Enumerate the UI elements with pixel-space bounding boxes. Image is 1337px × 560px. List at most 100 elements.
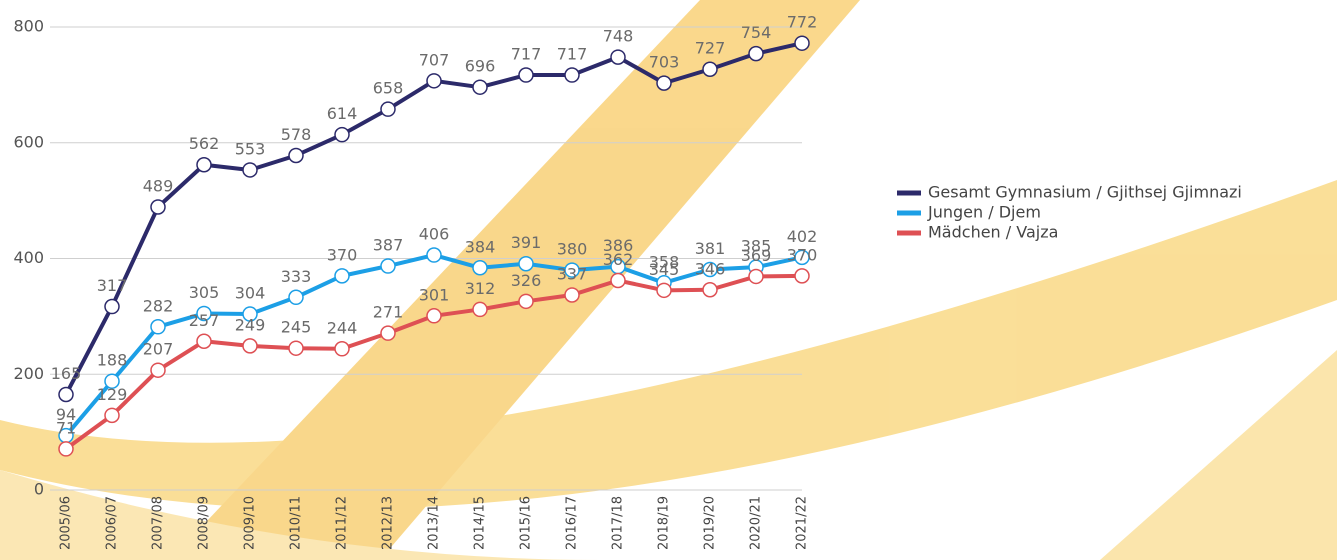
x-tick-label: 2017/18 bbox=[611, 496, 626, 550]
x-tick-label: 2012/13 bbox=[381, 496, 396, 550]
data-label: 370 bbox=[327, 245, 358, 264]
data-point bbox=[519, 294, 533, 308]
legend-swatch bbox=[897, 211, 921, 216]
data-label: 717 bbox=[511, 45, 542, 64]
data-point bbox=[335, 128, 349, 142]
data-label: 381 bbox=[695, 239, 726, 258]
data-label: 305 bbox=[189, 283, 220, 302]
x-tick-label: 2014/15 bbox=[473, 496, 488, 550]
legend-swatch bbox=[897, 191, 921, 196]
x-tick-label: 2013/14 bbox=[427, 496, 442, 550]
data-label: 345 bbox=[649, 260, 680, 279]
data-label: 249 bbox=[235, 315, 266, 334]
chart: 02004006008002005/062006/072007/082008/0… bbox=[0, 0, 1337, 560]
data-label: 489 bbox=[143, 176, 174, 195]
data-label: 369 bbox=[741, 246, 772, 265]
data-label: 380 bbox=[557, 240, 588, 259]
data-label: 406 bbox=[419, 225, 450, 244]
data-label: 754 bbox=[741, 23, 772, 42]
data-label: 727 bbox=[695, 39, 726, 58]
data-point bbox=[427, 74, 441, 88]
data-point bbox=[473, 302, 487, 316]
data-point bbox=[565, 68, 579, 82]
data-label: 703 bbox=[649, 53, 680, 72]
data-label: 391 bbox=[511, 233, 542, 252]
x-tick-label: 2015/16 bbox=[519, 496, 534, 550]
x-tick-label: 2006/07 bbox=[105, 496, 120, 550]
data-point bbox=[473, 261, 487, 275]
data-label: 748 bbox=[603, 27, 634, 46]
data-label: 257 bbox=[189, 311, 220, 330]
data-point bbox=[749, 47, 763, 61]
data-label: 244 bbox=[327, 318, 358, 337]
data-label: 129 bbox=[97, 385, 128, 404]
data-point bbox=[795, 36, 809, 50]
x-tick-label: 2019/20 bbox=[703, 496, 718, 550]
data-point bbox=[565, 288, 579, 302]
data-point bbox=[519, 68, 533, 82]
data-point bbox=[151, 363, 165, 377]
x-tick-label: 2008/09 bbox=[197, 496, 212, 550]
data-label: 304 bbox=[235, 284, 266, 303]
data-point bbox=[381, 326, 395, 340]
x-tick-label: 2011/12 bbox=[335, 496, 350, 550]
data-point bbox=[611, 273, 625, 287]
legend-label: Gesamt Gymnasium / Gjithsej Gjimnazi bbox=[928, 183, 1242, 202]
data-point bbox=[243, 339, 257, 353]
data-point bbox=[381, 259, 395, 273]
data-point bbox=[381, 102, 395, 116]
data-point bbox=[243, 163, 257, 177]
data-point bbox=[611, 50, 625, 64]
data-point bbox=[657, 76, 671, 90]
data-point bbox=[197, 158, 211, 172]
data-point bbox=[427, 248, 441, 262]
data-label: 337 bbox=[557, 264, 588, 283]
data-label: 245 bbox=[281, 318, 312, 337]
data-point bbox=[59, 388, 73, 402]
data-label: 326 bbox=[511, 271, 542, 290]
legend-swatch bbox=[897, 231, 921, 236]
data-point bbox=[105, 408, 119, 422]
data-point bbox=[749, 269, 763, 283]
data-label: 387 bbox=[373, 236, 404, 255]
data-label: 71 bbox=[56, 418, 76, 437]
data-label: 696 bbox=[465, 57, 496, 76]
data-label: 370 bbox=[787, 245, 818, 264]
data-point bbox=[519, 257, 533, 271]
x-tick-label: 2016/17 bbox=[565, 496, 580, 550]
data-point bbox=[59, 442, 73, 456]
data-label: 384 bbox=[465, 237, 496, 256]
data-label: 317 bbox=[97, 276, 128, 295]
y-tick-label: 400 bbox=[13, 248, 44, 267]
data-point bbox=[703, 283, 717, 297]
data-label: 346 bbox=[695, 259, 726, 278]
data-point bbox=[335, 269, 349, 283]
data-point bbox=[105, 300, 119, 314]
data-label: 333 bbox=[281, 267, 312, 286]
data-point bbox=[151, 200, 165, 214]
data-label: 165 bbox=[51, 364, 82, 383]
data-label: 578 bbox=[281, 125, 312, 144]
data-label: 402 bbox=[787, 227, 818, 246]
data-point bbox=[289, 341, 303, 355]
data-label: 362 bbox=[603, 250, 634, 269]
x-tick-label: 2010/11 bbox=[289, 496, 304, 550]
data-point bbox=[197, 334, 211, 348]
x-tick-label: 2007/08 bbox=[151, 496, 166, 550]
x-tick-label: 2021/22 bbox=[795, 496, 810, 550]
data-label: 282 bbox=[143, 296, 174, 315]
y-tick-label: 800 bbox=[13, 17, 44, 36]
data-point bbox=[151, 320, 165, 334]
data-label: 207 bbox=[143, 340, 174, 359]
data-label: 614 bbox=[327, 104, 358, 123]
data-label: 772 bbox=[787, 13, 818, 32]
y-tick-label: 200 bbox=[13, 364, 44, 383]
data-label: 271 bbox=[373, 303, 404, 322]
data-point bbox=[657, 283, 671, 297]
data-point bbox=[289, 148, 303, 162]
data-point bbox=[795, 269, 809, 283]
data-label: 301 bbox=[419, 285, 450, 304]
data-label: 188 bbox=[97, 351, 128, 370]
data-label: 717 bbox=[557, 45, 588, 64]
legend-label: Jungen / Djem bbox=[927, 203, 1041, 222]
